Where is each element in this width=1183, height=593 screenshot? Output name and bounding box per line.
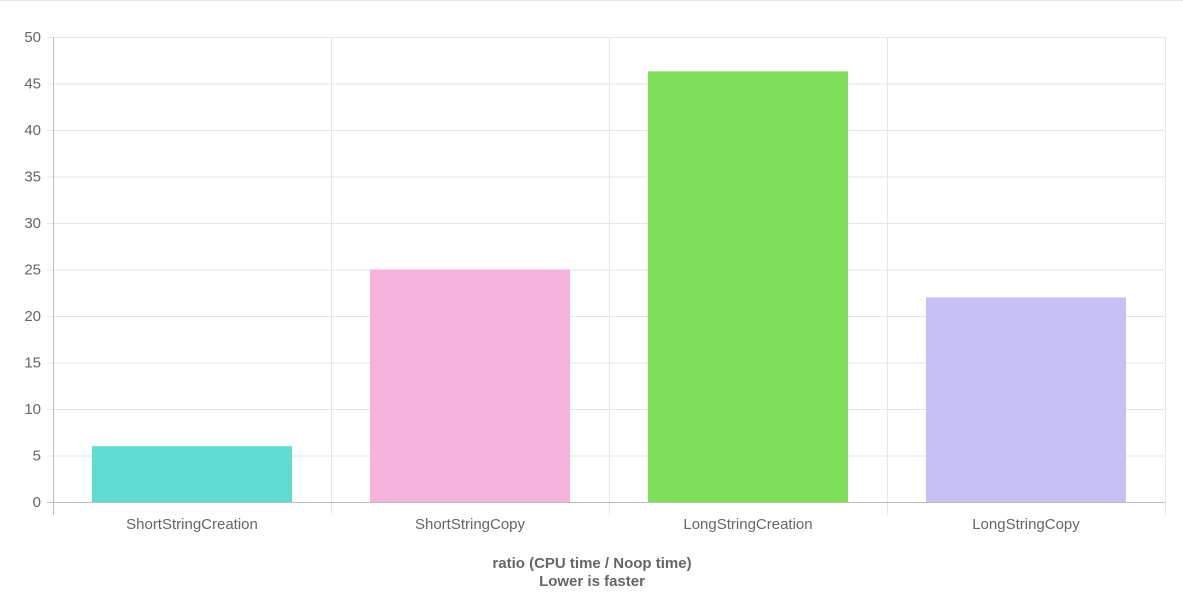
- grid-lines: [47, 37, 1166, 515]
- y-tick-label: 10: [24, 401, 41, 418]
- y-tick-label: 15: [24, 355, 41, 372]
- y-tick-label: 30: [24, 215, 41, 232]
- y-tick-label: 0: [33, 494, 41, 511]
- y-tick-label: 35: [24, 169, 41, 186]
- bar-longstringcopy[interactable]: [926, 297, 1126, 502]
- x-tick-label: ShortStringCopy: [415, 516, 526, 533]
- bar-shortstringcopy[interactable]: [370, 269, 570, 503]
- bar-longstringcreation[interactable]: [648, 71, 848, 502]
- y-tick-label: 40: [24, 122, 41, 139]
- bar-shortstringcreation[interactable]: [92, 446, 292, 502]
- axis-labels: 0 5 10 15 20 25 30 35 40 45 50 ShortStringCreation S…: [24, 29, 1080, 533]
- x-tick-label: LongStringCopy: [972, 516, 1080, 533]
- y-tick-label: 20: [24, 308, 41, 325]
- y-tick-label: 5: [33, 448, 41, 465]
- x-tick-label: ShortStringCreation: [126, 516, 258, 533]
- bars: [92, 71, 1126, 502]
- x-tick-label: LongStringCreation: [683, 516, 812, 533]
- x-axis-title: ratio (CPU time / Noop time): [492, 555, 691, 572]
- y-tick-label: 25: [24, 262, 41, 279]
- x-axis-subtitle: Lower is faster: [539, 573, 645, 588]
- y-tick-label: 50: [24, 29, 41, 46]
- y-tick-label: 45: [24, 76, 41, 93]
